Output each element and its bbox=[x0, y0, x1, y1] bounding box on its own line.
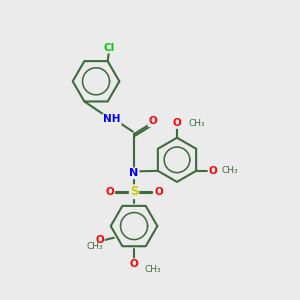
Text: O: O bbox=[154, 187, 163, 197]
Text: Cl: Cl bbox=[103, 43, 115, 52]
Text: O: O bbox=[105, 187, 114, 197]
Text: O: O bbox=[172, 118, 182, 128]
Text: N: N bbox=[129, 168, 139, 178]
Text: CH₃: CH₃ bbox=[188, 118, 205, 127]
Text: CH₃: CH₃ bbox=[86, 242, 103, 251]
Text: S: S bbox=[130, 185, 138, 198]
Text: O: O bbox=[130, 259, 138, 269]
Text: CH₃: CH₃ bbox=[144, 266, 161, 274]
Text: CH₃: CH₃ bbox=[222, 167, 238, 176]
Text: O: O bbox=[95, 235, 104, 245]
Text: O: O bbox=[148, 116, 157, 126]
Text: O: O bbox=[208, 166, 217, 176]
Text: NH: NH bbox=[103, 114, 121, 124]
